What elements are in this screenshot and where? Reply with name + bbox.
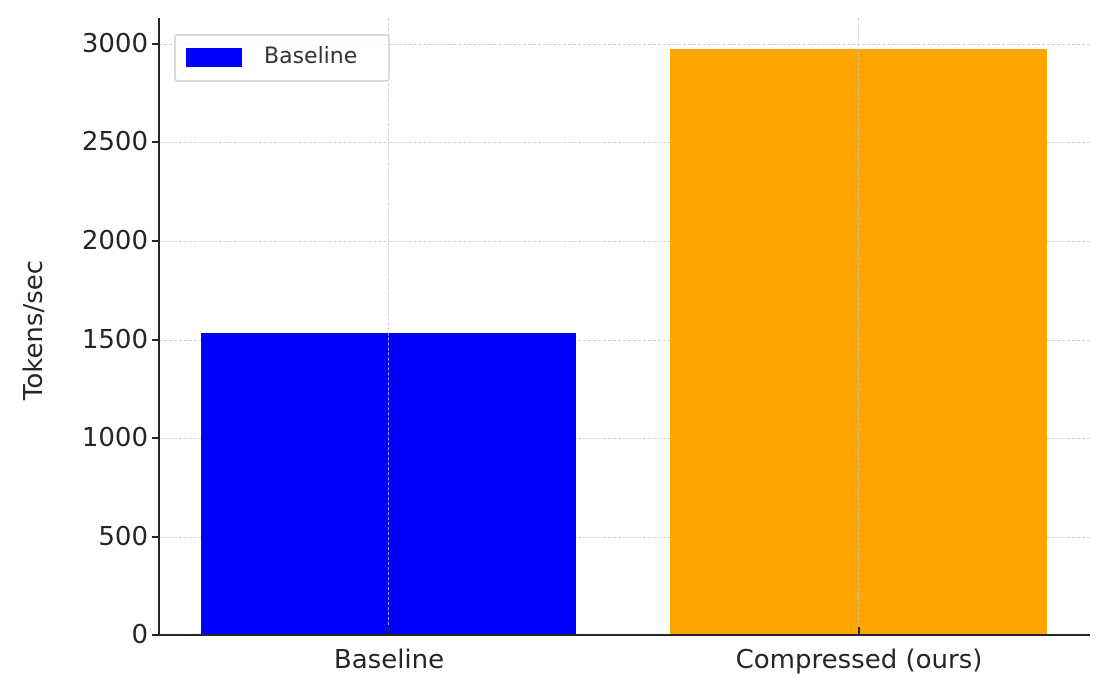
grid-line-y-3000 (159, 44, 1090, 45)
y-tick-mark (152, 141, 158, 143)
y-tick-label: 1000 (81, 423, 148, 453)
x-tick-mark (388, 627, 390, 634)
y-tick-mark (152, 634, 158, 636)
y-tick-mark (152, 339, 158, 341)
grid-line-x-compressed (858, 18, 859, 635)
grid-line-x-baseline (388, 18, 389, 635)
grid-line-y-2500 (159, 142, 1090, 143)
y-tick-label: 1500 (81, 325, 148, 355)
y-tick-label: 0 (131, 620, 148, 650)
legend-swatch-baseline (186, 48, 242, 67)
grid-line-y-500 (159, 537, 1090, 538)
x-axis-spine (158, 634, 1090, 636)
y-tick-mark (152, 437, 158, 439)
legend: Baseline (174, 34, 390, 82)
y-tick-mark (152, 536, 158, 538)
x-tick-mark (858, 627, 860, 634)
y-axis-label: Tokens/sec (19, 259, 49, 401)
x-tick-label-baseline: Baseline (333, 645, 445, 675)
legend-label-baseline: Baseline (264, 44, 358, 69)
grid-line-y-1500 (159, 340, 1090, 341)
y-tick-label: 2000 (81, 226, 148, 256)
y-tick-label: 3000 (81, 29, 148, 59)
grid-line-y-1000 (159, 438, 1090, 439)
y-axis-spine (158, 18, 160, 636)
grid-line-y-2000 (159, 241, 1090, 242)
y-tick-label: 500 (98, 522, 148, 552)
x-tick-label-compressed: Compressed (ours) (735, 645, 983, 675)
y-tick-label: 2500 (81, 127, 148, 157)
y-tick-mark (152, 240, 158, 242)
y-tick-mark (152, 43, 158, 45)
